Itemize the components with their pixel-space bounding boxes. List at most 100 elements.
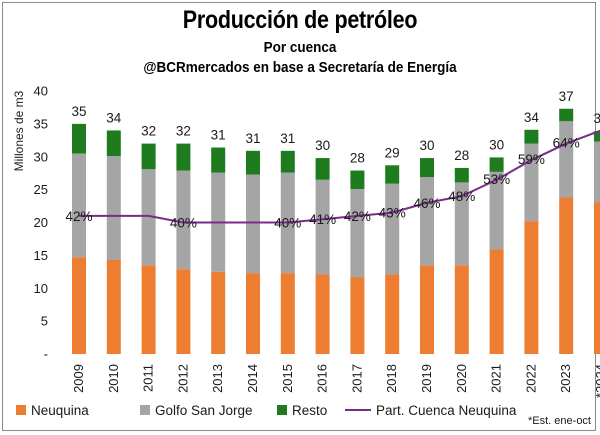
x-tick-label: 2013 bbox=[210, 364, 225, 393]
y-tick-label: 40 bbox=[34, 84, 48, 99]
bar-segment-neuquina bbox=[559, 197, 574, 354]
bars-layer bbox=[72, 108, 600, 354]
bar-segment-golfo-san-jorge bbox=[72, 153, 86, 258]
bar-segment-resto bbox=[106, 130, 121, 157]
bar-segment-neuquina bbox=[454, 265, 469, 354]
bar-segment-resto bbox=[315, 158, 330, 180]
y-axis-label: Millones de m3 bbox=[12, 90, 26, 171]
share-label: 48% bbox=[448, 189, 475, 204]
legend-label: Golfo San Jorge bbox=[155, 403, 253, 418]
bar-segment-resto bbox=[176, 143, 191, 171]
total-label: 35 bbox=[71, 104, 86, 119]
share-label: 40% bbox=[274, 216, 301, 231]
bar-segment-resto bbox=[141, 143, 156, 170]
bar-segment-neuquina bbox=[385, 274, 400, 354]
bar-segment-neuquina bbox=[211, 271, 226, 354]
bar-segment-resto bbox=[72, 123, 86, 154]
bar-segment-resto bbox=[594, 131, 600, 142]
bar-segment-neuquina bbox=[594, 202, 600, 354]
bar-segment-neuquina bbox=[176, 269, 191, 354]
bar-segment-golfo-san-jorge bbox=[385, 183, 400, 275]
legend-swatch bbox=[16, 405, 26, 415]
total-label: 30 bbox=[419, 138, 434, 153]
x-tick-label: 2018 bbox=[384, 364, 399, 393]
x-tick-label: 2023 bbox=[558, 364, 573, 393]
y-tick-label: 20 bbox=[34, 215, 48, 230]
bar-segment-neuquina bbox=[280, 273, 295, 354]
chart-subtitle: Por cuenca bbox=[263, 39, 337, 56]
labels-layer: - 5 10 15 20 25 30 35 40 35 2009 34 2010 32 2011 32 2012… bbox=[16, 84, 600, 418]
share-label: 59% bbox=[518, 152, 545, 167]
bar-segment-resto bbox=[489, 157, 504, 172]
bar-segment-golfo-san-jorge bbox=[176, 170, 191, 270]
total-label: 31 bbox=[211, 128, 226, 143]
x-tick-label: 2021 bbox=[489, 364, 504, 393]
x-tick-label: 2017 bbox=[349, 364, 364, 393]
total-label: 31 bbox=[280, 131, 295, 146]
total-label: 32 bbox=[176, 124, 191, 139]
bar-segment-resto bbox=[420, 158, 434, 178]
share-label: 46% bbox=[413, 196, 440, 211]
share-label: 40% bbox=[170, 216, 197, 231]
bar-segment-neuquina bbox=[106, 259, 121, 354]
bar-segment-resto bbox=[246, 150, 260, 175]
legend-swatch bbox=[140, 405, 150, 415]
total-label: 34 bbox=[524, 110, 540, 125]
share-label: 43% bbox=[379, 206, 406, 221]
legend-label: Part. Cuenca Neuquina bbox=[376, 403, 517, 418]
total-label: 34 bbox=[106, 110, 122, 125]
legend-label: Neuquina bbox=[31, 403, 89, 418]
total-label: 31 bbox=[245, 131, 260, 146]
bar-segment-golfo-san-jorge bbox=[246, 174, 260, 274]
x-tick-label: 2009 bbox=[71, 364, 86, 393]
bar-segment-golfo-san-jorge bbox=[315, 179, 330, 275]
bar-segment-neuquina bbox=[246, 273, 260, 354]
x-tick-label: 2019 bbox=[419, 364, 434, 393]
bar-segment-neuquina bbox=[350, 277, 365, 354]
x-tick-label: 2015 bbox=[280, 364, 295, 393]
y-tick-label: 25 bbox=[34, 182, 48, 197]
share-label: 42% bbox=[65, 209, 92, 224]
x-tick-label: 2010 bbox=[106, 364, 121, 393]
legend-label: Resto bbox=[292, 403, 327, 418]
y-tick-label: 30 bbox=[34, 149, 48, 164]
bar-segment-golfo-san-jorge bbox=[141, 169, 156, 266]
y-tick-label: 35 bbox=[34, 116, 48, 131]
y-tick-label: 5 bbox=[41, 314, 48, 329]
bar-segment-resto bbox=[524, 129, 539, 144]
legend-swatch bbox=[277, 405, 287, 415]
bar-segment-neuquina bbox=[72, 257, 86, 354]
total-label: 28 bbox=[350, 151, 365, 166]
bar-segment-golfo-san-jorge bbox=[350, 188, 365, 278]
y-tick-label: 15 bbox=[34, 248, 48, 263]
total-label: 30 bbox=[489, 137, 504, 152]
bar-segment-golfo-san-jorge bbox=[420, 177, 434, 266]
total-label: 28 bbox=[454, 148, 469, 163]
x-tick-label: 2014 bbox=[245, 364, 260, 393]
bar-segment-resto bbox=[385, 165, 400, 184]
total-label: 34 bbox=[593, 111, 600, 126]
bar-segment-resto bbox=[350, 170, 365, 189]
y-tick-label: 10 bbox=[34, 281, 48, 296]
share-line bbox=[79, 129, 600, 224]
bar-segment-golfo-san-jorge bbox=[106, 156, 121, 260]
share-label: 41% bbox=[309, 212, 336, 227]
bar-segment-golfo-san-jorge bbox=[489, 171, 504, 250]
bar-segment-neuquina bbox=[489, 249, 504, 354]
x-tick-label: 2011 bbox=[141, 364, 156, 392]
x-tick-label: 2020 bbox=[454, 364, 469, 393]
bar-segment-resto bbox=[211, 147, 226, 173]
chart-source: @BCRmercados en base a Secretaría de Ene… bbox=[143, 59, 457, 76]
bar-segment-neuquina bbox=[524, 221, 539, 354]
total-label: 37 bbox=[559, 89, 574, 104]
x-tick-label: 2016 bbox=[315, 364, 330, 393]
x-tick-label: *2024 bbox=[593, 364, 600, 398]
bar-segment-neuquina bbox=[315, 274, 330, 354]
bar-segment-golfo-san-jorge bbox=[559, 121, 574, 198]
chart-title: Producción de petróleo bbox=[182, 6, 418, 34]
share-label: 64% bbox=[553, 136, 580, 151]
bar-segment-resto bbox=[280, 150, 295, 173]
bar-segment-golfo-san-jorge bbox=[594, 141, 600, 203]
bar-segment-neuquina bbox=[420, 265, 434, 354]
